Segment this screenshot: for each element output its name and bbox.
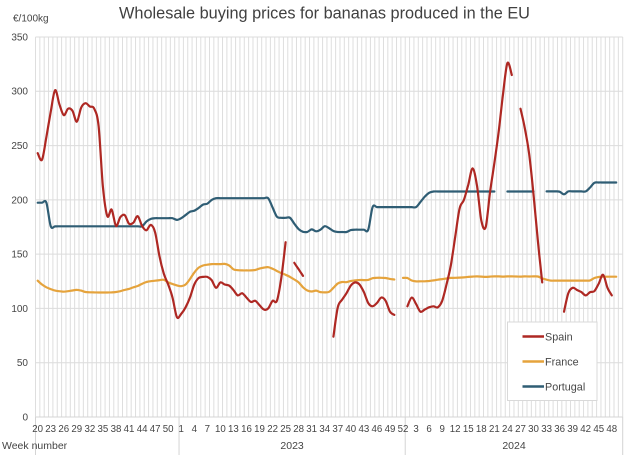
svg-text:35: 35: [98, 424, 109, 435]
svg-text:Spain: Spain: [545, 332, 573, 344]
svg-text:Portugal: Portugal: [545, 382, 585, 394]
svg-text:28: 28: [293, 424, 304, 435]
svg-text:30: 30: [528, 424, 539, 435]
svg-text:€/100kg: €/100kg: [13, 14, 49, 25]
svg-text:46: 46: [372, 424, 383, 435]
svg-text:1: 1: [179, 424, 184, 435]
svg-text:300: 300: [11, 87, 28, 98]
svg-text:150: 150: [11, 250, 28, 261]
svg-text:250: 250: [11, 141, 28, 152]
svg-text:44: 44: [137, 424, 148, 435]
svg-text:23: 23: [45, 424, 56, 435]
svg-text:Wholesale buying prices for ba: Wholesale buying prices for bananas prod…: [119, 5, 530, 23]
svg-text:34: 34: [319, 424, 330, 435]
svg-text:43: 43: [359, 424, 370, 435]
svg-text:36: 36: [554, 424, 565, 435]
svg-text:16: 16: [241, 424, 252, 435]
svg-text:21: 21: [489, 424, 500, 435]
svg-text:49: 49: [385, 424, 396, 435]
svg-text:4: 4: [192, 424, 198, 435]
svg-text:7: 7: [205, 424, 210, 435]
svg-text:41: 41: [124, 424, 135, 435]
svg-text:9: 9: [440, 424, 445, 435]
svg-text:19: 19: [254, 424, 265, 435]
svg-text:48: 48: [606, 424, 617, 435]
svg-text:100: 100: [11, 304, 28, 315]
svg-text:24: 24: [502, 424, 513, 435]
svg-text:Week number: Week number: [2, 440, 68, 452]
svg-text:22: 22: [267, 424, 278, 435]
svg-text:20: 20: [32, 424, 43, 435]
svg-text:26: 26: [58, 424, 69, 435]
svg-text:29: 29: [71, 424, 82, 435]
svg-text:3: 3: [413, 424, 418, 435]
svg-text:39: 39: [567, 424, 578, 435]
svg-text:25: 25: [280, 424, 291, 435]
svg-text:2023: 2023: [280, 440, 304, 452]
svg-text:40: 40: [345, 424, 356, 435]
svg-text:52: 52: [398, 424, 409, 435]
svg-text:47: 47: [150, 424, 161, 435]
svg-text:15: 15: [463, 424, 474, 435]
svg-text:6: 6: [426, 424, 431, 435]
svg-text:45: 45: [593, 424, 604, 435]
svg-text:27: 27: [515, 424, 526, 435]
svg-text:33: 33: [541, 424, 552, 435]
svg-text:42: 42: [580, 424, 591, 435]
svg-text:13: 13: [228, 424, 239, 435]
svg-text:10: 10: [215, 424, 226, 435]
svg-text:France: France: [545, 357, 579, 369]
svg-text:32: 32: [85, 424, 96, 435]
svg-text:18: 18: [476, 424, 487, 435]
svg-text:350: 350: [11, 32, 28, 43]
svg-text:50: 50: [17, 358, 29, 369]
svg-text:2024: 2024: [502, 440, 526, 452]
svg-text:37: 37: [332, 424, 343, 435]
svg-text:200: 200: [11, 195, 28, 206]
svg-text:38: 38: [111, 424, 122, 435]
svg-text:12: 12: [450, 424, 461, 435]
svg-text:31: 31: [306, 424, 317, 435]
svg-text:50: 50: [163, 424, 174, 435]
svg-text:0: 0: [22, 412, 28, 423]
